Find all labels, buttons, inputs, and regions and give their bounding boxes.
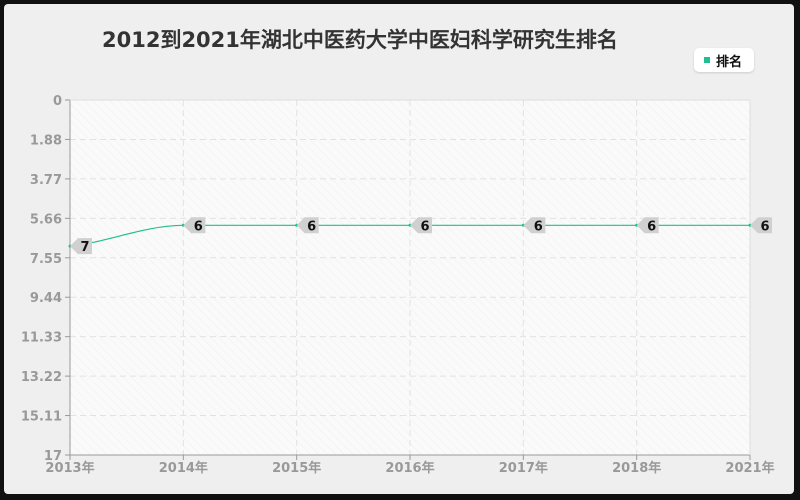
x-tick-label: 2018年 [612, 460, 661, 476]
x-tick-label: 2017年 [499, 460, 548, 476]
x-tick-label: 2015年 [272, 460, 321, 476]
legend-label: 排名 [716, 55, 743, 70]
legend-swatch [704, 57, 710, 63]
y-tick-label: 17 [44, 449, 62, 464]
chart-title: 2012到2021年湖北中医药大学中医妇科学研究生排名 [102, 28, 618, 52]
y-tick-label: 0 [53, 94, 62, 109]
x-tick-label: 2016年 [385, 460, 434, 476]
x-tick-label: 2014年 [159, 460, 208, 476]
y-tick-label: 5.66 [30, 212, 62, 227]
data-label: 6 [647, 219, 656, 234]
y-tick-label: 11.33 [21, 331, 62, 346]
y-tick-label: 7.55 [30, 252, 62, 267]
data-label: 6 [194, 219, 203, 234]
data-label: 6 [420, 219, 429, 234]
legend-item[interactable]: 排名 [694, 48, 754, 72]
data-label-bg [636, 217, 659, 234]
y-tick-label: 9.44 [30, 291, 62, 306]
data-label: 6 [534, 219, 543, 234]
y-tick-label: 1.88 [30, 133, 62, 148]
data-label-bg [70, 238, 92, 255]
data-label-bg [296, 217, 319, 234]
y-tick-label: 15.11 [21, 410, 62, 425]
data-label: 7 [80, 240, 89, 255]
data-label-bg [523, 217, 546, 234]
data-label-bg [750, 217, 772, 234]
x-tick-label: 2021年 [725, 460, 774, 476]
data-label: 6 [307, 219, 316, 234]
data-label-bg [410, 217, 432, 234]
data-label: 6 [760, 219, 769, 234]
y-tick-label: 13.22 [21, 370, 62, 385]
x-tick-label: 2013年 [45, 460, 94, 476]
data-label-bg [183, 217, 206, 234]
y-tick-label: 3.77 [30, 173, 62, 188]
